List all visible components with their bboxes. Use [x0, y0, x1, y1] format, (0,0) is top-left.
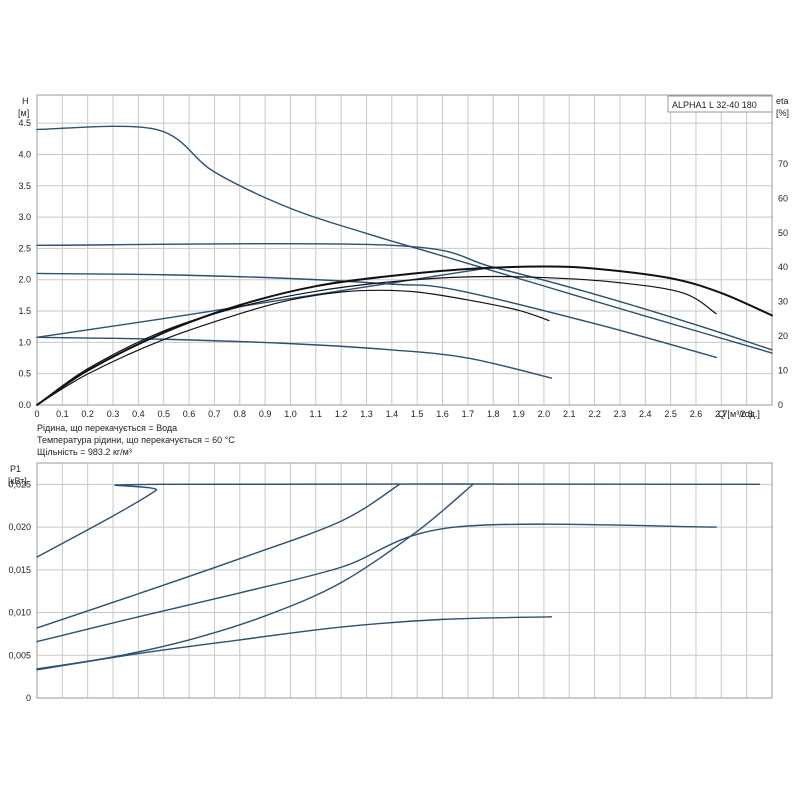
- efficiency-tick-label: 60: [778, 193, 788, 203]
- head-efficiency-chart: 0 0.1 0.2 0.3 0.4 0.5 0.6 0.7 0.8 0.9 1.0 1.1 1.2 1.3…: [18, 94, 789, 457]
- x-tick-label: 0.8: [234, 409, 247, 419]
- head-chart-series: [36, 125, 773, 406]
- head-curve-5: [36, 266, 494, 339]
- head-tick-label: 2.0: [18, 275, 31, 285]
- efficiency-tick-label: 10: [778, 366, 788, 376]
- x-tick-label: 0.1: [56, 409, 69, 419]
- head-chart-grid: [37, 95, 772, 405]
- power-curve-2: [36, 483, 401, 629]
- x-tick-label: 1.4: [386, 409, 399, 419]
- efficiency-axis-unit: [%]: [776, 108, 789, 118]
- x-tick-label: 0.4: [132, 409, 145, 419]
- power-curve-5: [36, 616, 553, 671]
- head-tick-label: 2.5: [18, 243, 31, 253]
- efficiency-axis-label: eta: [776, 96, 789, 106]
- x-tick-label: 1.6: [436, 409, 449, 419]
- power-axis-unit: [кВт]: [8, 476, 27, 486]
- head-tick-label: 1.0: [18, 337, 31, 347]
- power-tick-label: 0: [26, 693, 31, 703]
- head-tick-label: 1.5: [18, 306, 31, 316]
- x-tick-label: 2.1: [563, 409, 576, 419]
- x-tick-label: 0.6: [183, 409, 196, 419]
- x-tick-label: 1.2: [335, 409, 348, 419]
- head-tick-label: 0.5: [18, 369, 31, 379]
- x-tick-label: 1.1: [310, 409, 323, 419]
- flow-axis-label: Q [м³/год.]: [718, 409, 760, 419]
- x-tick-label: 0.9: [259, 409, 272, 419]
- info-liquid: Рідина, що перекачується = Вода: [37, 423, 177, 433]
- x-tick-label: 2.5: [664, 409, 677, 419]
- efficiency-curve-3: [36, 289, 550, 406]
- power-tick-label: 0,010: [8, 608, 31, 618]
- x-tick-label: 2.0: [538, 409, 551, 419]
- head-tick-label: 3.0: [18, 212, 31, 222]
- power-curve-1: [36, 483, 761, 558]
- x-tick-label: 1.0: [284, 409, 297, 419]
- power-axis-label: P1: [10, 464, 21, 474]
- efficiency-tick-label: 40: [778, 262, 788, 272]
- x-tick-label: 2.2: [588, 409, 601, 419]
- head-axis-label-h: H: [22, 96, 29, 106]
- efficiency-tick-label: 70: [778, 159, 788, 169]
- x-tick-label: 0.3: [107, 409, 120, 419]
- x-tick-label: 1.7: [462, 409, 475, 419]
- head-axis-label-unit: [м]: [18, 108, 29, 118]
- head-chart-x-ticks: 0 0.1 0.2 0.3 0.4 0.5 0.6 0.7 0.8 0.9 1.0 1.1 1.2 1.3…: [34, 409, 752, 419]
- head-chart-frame: [36, 94, 773, 406]
- power-tick-label: 0,020: [8, 522, 31, 532]
- power-chart: 0 0,005 0,010 0,015 0,020 0,025 P1 [кВт]: [8, 462, 773, 703]
- power-chart-frame: [36, 462, 773, 699]
- x-tick-label: 1.3: [360, 409, 373, 419]
- head-curve-4: [36, 336, 553, 379]
- x-tick-label: 2.3: [614, 409, 627, 419]
- x-tick-label: 0.5: [157, 409, 170, 419]
- efficiency-tick-label: 50: [778, 228, 788, 238]
- x-tick-label: 2.6: [690, 409, 703, 419]
- head-chart-y-ticks: 0.0 0.5 1.0 1.5 2.0 2.5 3.0 3.5 4.0 4.5: [18, 118, 31, 410]
- x-tick-label: 2.8: [740, 409, 753, 419]
- head-tick-label: 3.5: [18, 181, 31, 191]
- power-tick-label: 0,005: [8, 650, 31, 660]
- chart-title: ALPHA1 L 32-40 180: [672, 100, 757, 110]
- info-temperature: Температура рідини, що перекачується = 6…: [37, 435, 235, 445]
- power-tick-label: 0,015: [8, 565, 31, 575]
- x-tick-label: 1.8: [487, 409, 500, 419]
- x-tick-label: 0: [34, 409, 39, 419]
- x-tick-label: 0.7: [208, 409, 221, 419]
- head-curve-1: [36, 125, 773, 354]
- efficiency-curve-2: [36, 275, 717, 406]
- chart-title-box: [667, 95, 773, 113]
- efficiency-tick-label: 20: [778, 331, 788, 341]
- x-tick-label: 0.2: [81, 409, 94, 419]
- power-tick-label: 0,025: [8, 479, 31, 489]
- x-tick-label: 2.4: [639, 409, 652, 419]
- head-tick-label: 4.0: [18, 149, 31, 159]
- efficiency-y-ticks: 0 10 20 30 40 50 60 70: [778, 159, 788, 410]
- x-tick-label: 1.9: [512, 409, 525, 419]
- power-chart-y-ticks: 0 0,005 0,010 0,015 0,020 0,025: [8, 479, 31, 703]
- info-density: Щільність = 983.2 кг/м³: [37, 447, 132, 457]
- head-tick-label: 0.0: [18, 400, 31, 410]
- efficiency-tick-label: 30: [778, 297, 788, 307]
- x-tick-label: 2.7: [715, 409, 728, 419]
- head-tick-label: 4.5: [18, 118, 31, 128]
- x-tick-label: 1.5: [411, 409, 424, 419]
- head-curve-3: [36, 272, 717, 359]
- power-chart-series: [36, 483, 761, 671]
- efficiency-tick-label: 0: [778, 400, 783, 410]
- power-curve-3: [36, 523, 717, 643]
- efficiency-curve-1: [36, 265, 773, 406]
